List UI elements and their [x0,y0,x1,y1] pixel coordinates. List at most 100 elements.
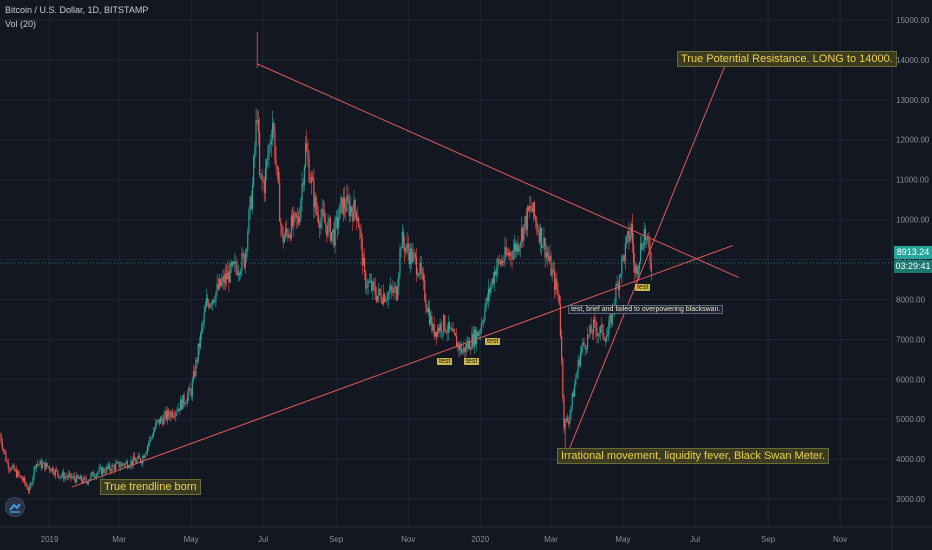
candle-body [63,472,65,480]
candle-body [106,466,108,469]
test-label[interactable]: test [464,358,480,365]
candle-body [583,342,585,346]
candle-body [162,419,164,425]
candle-body [335,216,337,220]
y-tick-label: 15000.00 [896,16,930,25]
test-label[interactable]: test [437,358,453,365]
candle-body [437,327,439,337]
annotation-blackswan[interactable]: test, brief and failed to overpowering b… [568,305,724,314]
symbol-title[interactable]: Bitcoin / U.S. Dollar, 1D, BITSTAMP [5,5,149,15]
candle-body [85,478,87,482]
candle-body [314,196,316,208]
candle-body [103,468,105,473]
candle-body [273,122,275,132]
x-tick-label: Jul [258,535,268,544]
candle-body [623,255,625,262]
candle-body [590,325,592,333]
candle-body [415,256,418,275]
candle-body [72,475,74,478]
test-label[interactable]: test [635,284,651,291]
candle-body [418,273,420,276]
candle-body [308,158,310,182]
candle-body [636,265,638,275]
candle-body [484,308,486,321]
candle-body [110,469,112,472]
candle-body [197,343,199,362]
candle-body [374,285,376,296]
candle-body [81,480,84,483]
candle-body [128,467,130,469]
tradingview-logo-icon[interactable] [5,497,25,517]
candle-body [33,466,35,477]
candle-body [34,466,36,468]
candle-body [641,243,643,250]
candle-body [373,281,375,286]
candle-body [96,473,98,477]
candle-body [360,230,362,239]
candle-body [264,168,267,194]
candle-body [182,394,184,410]
candle-body [594,319,596,322]
candle-body [372,281,374,291]
annotation-resistance[interactable]: True Potential Resistance. LONG to 14000… [677,51,897,67]
candle-body [520,228,523,243]
candle-body [553,270,556,290]
candle-body [548,256,550,261]
candle-body [532,202,534,213]
candle-body [145,452,147,455]
candle-body [93,476,95,478]
candle-body [144,454,146,458]
candle-body [207,297,209,303]
candle-body [119,466,121,468]
candle-body [98,468,100,473]
candle-body [497,259,499,268]
candle-body [86,481,88,484]
candle-body [243,254,245,268]
candle-body [339,204,341,220]
candle-body [402,231,405,244]
volume-indicator-label[interactable]: Vol (20) [5,19,37,29]
candle-body [433,324,435,337]
annotation-trendline-born[interactable]: True trendline born [100,479,201,495]
candle-body [596,329,598,336]
candle-body [286,228,288,232]
candle-body [454,333,457,337]
candle-body [87,480,90,484]
candle-body [493,271,495,284]
test-label[interactable]: test [485,338,501,345]
candle-body [426,306,428,313]
candle-body [22,477,25,481]
candle-body [400,247,402,249]
candle-body [138,455,140,459]
candle-body [444,315,446,331]
candle-body [406,243,408,248]
candle-body [362,258,365,266]
candle-body [177,408,179,412]
candle-body [241,253,243,272]
candle-body [256,119,258,121]
candle-body [499,260,501,265]
candle-body [464,347,466,353]
candle-body [320,218,322,229]
candle-body [584,345,586,350]
candle-body [640,243,642,262]
candle-body [307,150,309,159]
candle-body [158,419,160,424]
candle-body [450,328,452,330]
x-tick-label: 2019 [41,535,59,544]
candle-body [244,251,247,268]
candle-body [238,272,241,275]
candle-body [389,286,392,292]
candle-body [457,343,459,348]
candle-body [505,247,507,255]
candle-body [299,217,301,224]
candle-body [325,222,327,226]
annotation-irrational[interactable]: Irrational movement, liquidity fever, Bl… [557,448,830,464]
candle-body [306,143,308,151]
candle-body [279,182,281,222]
candle-body [221,281,223,286]
candle-body [191,380,193,397]
candle-body [304,143,307,167]
